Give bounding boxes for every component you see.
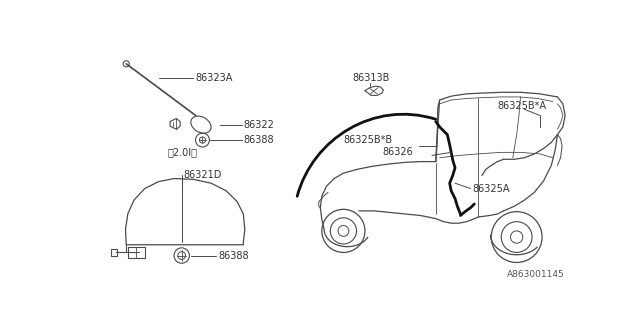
- Text: 86321D: 86321D: [183, 171, 221, 180]
- Text: 86326: 86326: [382, 147, 413, 157]
- FancyBboxPatch shape: [128, 247, 145, 258]
- Text: 86388: 86388: [218, 251, 248, 260]
- Text: 86325A: 86325A: [473, 184, 510, 194]
- Text: 86325B*B: 86325B*B: [344, 135, 392, 145]
- Text: 86323A: 86323A: [196, 73, 233, 84]
- Text: 〈2.0I〉: 〈2.0I〉: [168, 147, 198, 157]
- Text: 86313B: 86313B: [353, 73, 390, 84]
- Text: A863001145: A863001145: [508, 270, 565, 279]
- FancyBboxPatch shape: [111, 249, 117, 256]
- Text: 86388: 86388: [243, 135, 274, 145]
- Text: 86325B*A: 86325B*A: [497, 101, 547, 111]
- Text: 86322: 86322: [243, 120, 274, 130]
